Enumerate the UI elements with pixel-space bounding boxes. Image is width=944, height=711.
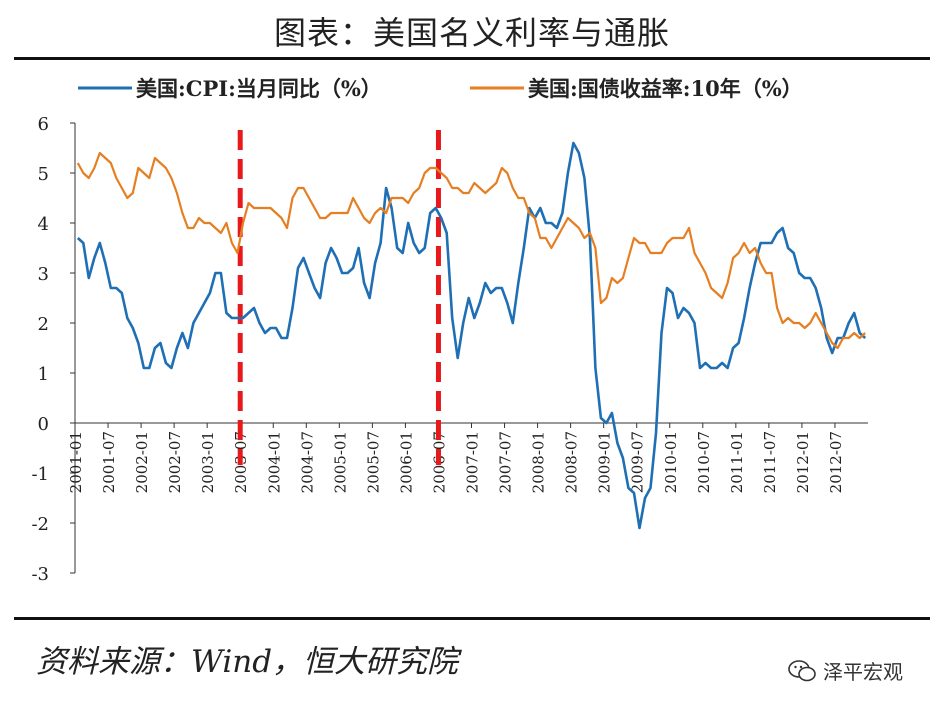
chart-canvas: -3 -2 -1 0 1 2 3 4 5 6 2001-01 2001-07 2002-01 2002-0…	[31, 76, 868, 585]
x-tick-label: 2010-01	[662, 431, 680, 493]
legend-label-yield: 美国:国债收益率:10年（%）	[528, 76, 803, 101]
y-tick-label: 6	[38, 114, 49, 135]
x-tick-label: 2005-01	[331, 431, 349, 493]
y-tick-label: 2	[38, 314, 49, 335]
y-tick-label: 3	[38, 264, 49, 285]
x-tick-label: 2012-07	[827, 431, 845, 493]
x-tick-label: 2006-01	[397, 431, 415, 493]
x-tick-label: 2007-07	[497, 431, 515, 493]
x-tick-label: 2009-07	[629, 431, 647, 493]
series-line-cpi	[76, 141, 867, 530]
x-tick-label: 2009-01	[596, 431, 614, 493]
y-tick-label: -1	[31, 464, 49, 485]
y-tick-label: 4	[38, 214, 49, 235]
x-tick-label: 2010-07	[695, 431, 713, 493]
source-note: 资料来源：Wind，恒大研究院	[36, 644, 459, 680]
top-rule	[14, 57, 930, 60]
y-tick-label: 1	[38, 364, 49, 385]
x-tick-label: 2008-07	[563, 431, 581, 493]
x-tick-label: 2001-07	[100, 431, 118, 493]
y-tick-label: -2	[31, 514, 49, 535]
x-tick-label: 2003-01	[199, 431, 217, 493]
legend-label-cpi: 美国:CPI:当月同比（%）	[136, 76, 382, 101]
bottom-rule	[14, 617, 930, 620]
x-tick-label: 2011-01	[728, 431, 746, 493]
x-tick-label: 2004-01	[265, 431, 283, 493]
x-tick-label: 2007-01	[464, 431, 482, 493]
x-tick-label: 2002-07	[166, 431, 184, 493]
x-tick-label: 2002-01	[133, 431, 151, 493]
x-tick-label: 2008-01	[530, 431, 548, 493]
x-tick-label: 2001-01	[67, 431, 85, 493]
wechat-icon	[788, 659, 816, 681]
y-tick-label: 0	[38, 414, 49, 435]
page-title: 图表：美国名义利率与通胀	[273, 14, 670, 52]
marker-layer	[237, 130, 441, 465]
x-tick-label: 2011-07	[761, 431, 779, 493]
series-line-yield	[76, 151, 866, 350]
series-layer	[76, 141, 867, 530]
watermark: 泽平宏观	[787, 656, 903, 685]
legend: 美国:CPI:当月同比（%） 美国:国债收益率:10年（%）	[78, 76, 803, 101]
axis-layer: -3 -2 -1 0 1 2 3 4 5 6 2001-01 2001-07 2002-01 2002-0…	[31, 114, 868, 585]
y-tick-label: 5	[38, 164, 49, 185]
watermark-label: 泽平宏观	[823, 660, 903, 684]
x-tick-label: 2012-01	[794, 431, 812, 493]
x-tick-label: 2004-07	[298, 431, 316, 493]
y-tick-label: -3	[31, 564, 49, 585]
x-tick-label: 2005-07	[364, 431, 382, 493]
